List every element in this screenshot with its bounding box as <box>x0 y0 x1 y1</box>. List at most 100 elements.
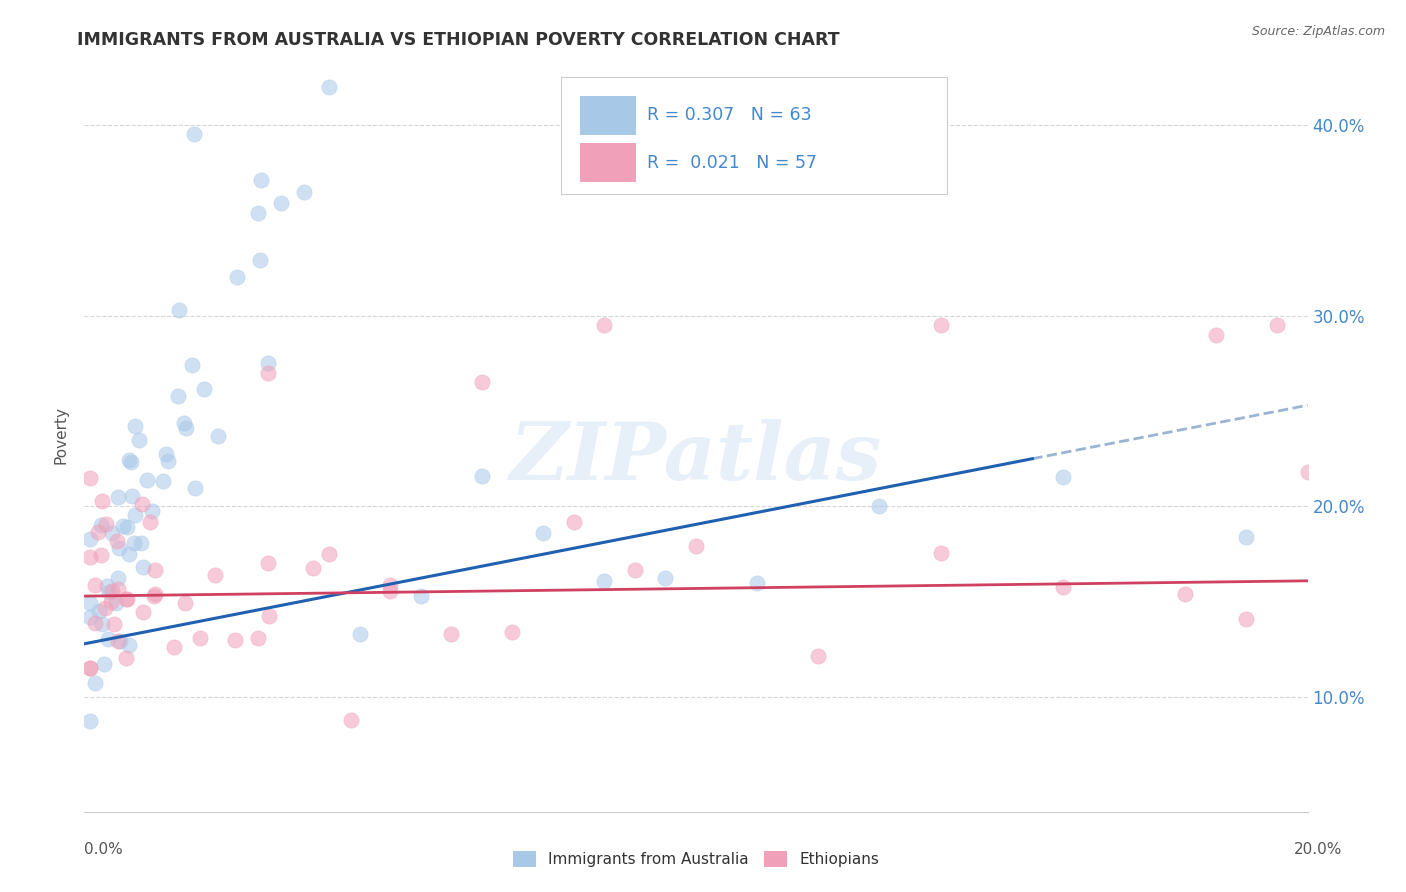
Point <box>135 473 157 487</box>
Point <box>502 625 524 640</box>
Point <box>87 604 110 618</box>
Point <box>94 517 117 532</box>
Point <box>105 534 128 549</box>
FancyBboxPatch shape <box>561 77 946 194</box>
Point <box>409 589 432 603</box>
Point <box>247 206 270 220</box>
Point <box>96 579 118 593</box>
Point <box>190 632 212 646</box>
Point <box>143 587 166 601</box>
Point <box>103 617 125 632</box>
Point <box>84 577 107 591</box>
Point <box>79 532 101 546</box>
Point <box>105 596 128 610</box>
Point <box>471 376 494 390</box>
Point <box>79 714 101 729</box>
Point <box>270 196 292 211</box>
Point <box>593 318 616 332</box>
Point <box>1174 587 1197 601</box>
Point <box>224 633 246 648</box>
Y-axis label: Poverty: Poverty <box>53 406 69 464</box>
Point <box>139 515 162 529</box>
Text: 0.0%: 0.0% <box>84 842 124 856</box>
Point <box>87 524 110 539</box>
Point <box>1205 327 1227 342</box>
Point <box>90 518 112 533</box>
Point <box>257 366 280 380</box>
Point <box>318 548 340 562</box>
Point <box>167 302 190 317</box>
FancyBboxPatch shape <box>579 143 636 182</box>
Point <box>93 657 115 671</box>
Point <box>807 649 830 664</box>
Point <box>204 568 226 582</box>
Point <box>156 454 179 468</box>
Point <box>117 547 139 561</box>
Point <box>174 420 197 434</box>
Point <box>100 595 122 609</box>
Text: IMMIGRANTS FROM AUSTRALIA VS ETHIOPIAN POVERTY CORRELATION CHART: IMMIGRANTS FROM AUSTRALIA VS ETHIOPIAN P… <box>77 31 839 49</box>
Point <box>79 596 101 610</box>
Point <box>152 475 174 489</box>
Point <box>124 418 146 433</box>
Point <box>83 676 105 690</box>
Point <box>79 471 101 485</box>
Point <box>120 455 142 469</box>
Point <box>654 571 676 585</box>
Point <box>249 172 271 186</box>
Point <box>112 518 135 533</box>
Point <box>929 318 952 332</box>
Point <box>531 525 554 540</box>
Point <box>97 632 120 647</box>
Point <box>132 605 155 619</box>
Text: R =  0.021   N = 57: R = 0.021 N = 57 <box>647 153 817 172</box>
Point <box>107 571 129 585</box>
Point <box>173 416 195 430</box>
Point <box>1236 612 1258 626</box>
Point <box>166 389 188 403</box>
Point <box>107 634 129 648</box>
Point <box>302 561 325 575</box>
Point <box>246 631 269 645</box>
Point <box>1052 470 1074 484</box>
Point <box>339 714 361 728</box>
Point <box>380 584 402 599</box>
Point <box>84 615 107 630</box>
Point <box>294 185 316 199</box>
Point <box>562 515 585 529</box>
Point <box>318 79 340 94</box>
Point <box>155 447 177 461</box>
Point <box>685 539 707 553</box>
Point <box>79 610 101 624</box>
Point <box>117 639 139 653</box>
Point <box>1236 530 1258 544</box>
Point <box>79 550 101 565</box>
Point <box>115 520 138 534</box>
Point <box>207 428 229 442</box>
Point <box>118 452 141 467</box>
Point <box>929 546 952 560</box>
Point <box>869 499 891 513</box>
Point <box>226 270 249 285</box>
Point <box>624 562 647 576</box>
Point <box>180 358 202 372</box>
Point <box>91 616 114 631</box>
Point <box>593 574 616 589</box>
Point <box>1052 580 1074 594</box>
Point <box>79 661 101 675</box>
Point <box>128 434 150 448</box>
Point <box>257 356 280 370</box>
Text: R = 0.307   N = 63: R = 0.307 N = 63 <box>647 106 811 124</box>
Point <box>163 640 186 655</box>
Point <box>183 128 205 142</box>
Point <box>124 508 146 522</box>
Point <box>249 253 271 268</box>
Point <box>114 651 136 665</box>
Point <box>79 661 101 675</box>
Point <box>380 577 402 591</box>
Point <box>173 596 195 610</box>
Point <box>141 504 163 518</box>
Point <box>101 583 124 598</box>
Point <box>121 490 143 504</box>
Point <box>122 535 145 549</box>
